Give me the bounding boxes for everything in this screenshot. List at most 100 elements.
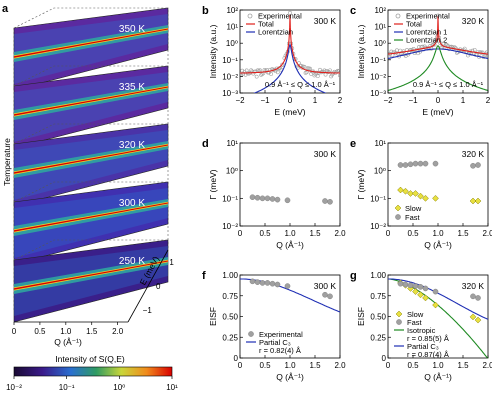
e-tick-label: 0: [156, 282, 161, 291]
legend-marker: [248, 331, 254, 337]
legend-marker: [395, 13, 401, 19]
legend-note: r = 0.87(4) Å: [407, 350, 449, 359]
x-tick-label: 0: [386, 361, 391, 370]
colorbar-tick-label: 10⁻¹: [59, 383, 75, 392]
y-tick-label: 10⁰: [374, 167, 386, 176]
experimental-point: [249, 68, 254, 73]
temperature-label: 250 K: [119, 256, 145, 267]
x-tick-label: 1: [313, 96, 318, 105]
heatmap-sheet: 300 K: [13, 181, 169, 265]
y-tick-label: 0.25: [222, 333, 238, 342]
x-tick-label: 1.0: [432, 361, 444, 370]
experimental-point: [486, 55, 488, 59]
total-curve: [388, 16, 488, 55]
fast-point: [412, 160, 419, 167]
x-tick-label: 1.5: [309, 361, 321, 370]
q-axis-label: Q (Å⁻¹): [54, 337, 82, 347]
x-tick-label: 2.0: [334, 361, 346, 370]
q-tick-label: 2.0: [112, 327, 124, 336]
temperature-label: 350 K: [119, 24, 145, 35]
y-tick-label: 10¹: [226, 139, 238, 148]
eisf-point: [432, 288, 439, 295]
y-tick-label: 0.75: [222, 292, 238, 301]
heatmap-sheet-bg: [13, 65, 169, 149]
slow-point: [397, 186, 404, 194]
legend-label: Experimental: [258, 12, 302, 21]
x-tick-label: 0: [288, 96, 293, 105]
slow-point: [417, 192, 424, 200]
plot-area: [388, 13, 488, 92]
q-tick-label: 0: [12, 327, 17, 336]
experimental-point: [275, 70, 280, 75]
y-axis-label: Intensity (a.u.): [208, 24, 218, 78]
eisf-point: [475, 295, 481, 301]
temperature-label: 300 K: [314, 281, 337, 291]
fast-point: [259, 195, 266, 202]
x-tick-label: 2.0: [482, 229, 492, 238]
x-tick-label: 1.0: [284, 361, 296, 370]
temperature-label: 320 K: [462, 16, 485, 26]
fast-point: [402, 162, 409, 168]
temperature-label: 300 K: [314, 149, 337, 159]
x-axis-label: E (meV): [422, 107, 453, 117]
legend-label: Lorentzian: [258, 28, 293, 37]
x-axis-label: E (meV): [274, 107, 305, 117]
x-tick-label: 2.0: [482, 361, 492, 370]
eisf-point: [422, 285, 429, 292]
y-tick-label: 0.75: [370, 292, 386, 301]
eisf-point: [254, 279, 261, 285]
x-axis-label: Q (Å⁻¹): [276, 372, 304, 382]
heatmap-sheet-bg: [13, 181, 169, 265]
temperature-label: 335 K: [119, 82, 145, 93]
temperature-label: 320 K: [462, 149, 485, 159]
x-axis-label: Q (Å⁻¹): [424, 372, 452, 382]
y-tick-label: 10²: [226, 6, 238, 15]
legend-marker: [395, 310, 403, 318]
y-axis-label: Intensity (a.u.): [356, 24, 366, 78]
legend-marker: [247, 13, 253, 19]
fast-point: [407, 161, 414, 168]
y-tick-label: 1.00: [370, 271, 386, 280]
x-tick-label: 0.5: [259, 229, 271, 238]
fast-point: [470, 162, 476, 169]
x-tick-label: 1.0: [284, 229, 296, 238]
slow-point: [432, 194, 439, 202]
experimental-point: [328, 68, 332, 73]
temperature-axis-label: Temperature: [2, 138, 12, 186]
legend-label: Fast: [407, 318, 423, 327]
eisf-point: [327, 293, 333, 300]
x-tick-label: −2: [383, 96, 393, 105]
elastic-line-core: [14, 144, 168, 174]
experimental-point: [304, 70, 309, 75]
panel-f: f 0 0.5 1.0 1.5 2.0 0 0.25 0.50 0.75 1.00 Q (Å⁻¹) EI…: [202, 270, 346, 382]
legend-label: Slow: [407, 310, 424, 319]
x-tick-label: 1: [461, 96, 466, 105]
fast-point: [274, 196, 281, 203]
panel-d: d 0 0.5 1.0 1.5 2.0 10⁻² 10⁻¹ 10⁰ 10¹ Q (Å⁻¹) Γ (me…: [202, 138, 346, 250]
x-tick-label: 0.5: [407, 229, 419, 238]
x-axis-label: Q (Å⁻¹): [276, 240, 304, 250]
legend-label: Partial C₃: [407, 342, 439, 351]
y-tick-label: 10¹: [374, 23, 386, 32]
temperature-label: 300 K: [314, 16, 337, 26]
y-axis-label: EISF: [356, 307, 366, 326]
eisf-point: [249, 278, 256, 285]
partial-c3-curve: [388, 278, 489, 320]
fast-point: [327, 198, 333, 205]
heatmap-haze: [14, 72, 168, 142]
y-axis-label: Γ (meV): [356, 169, 366, 199]
eisf-point: [412, 283, 419, 289]
slow-point: [432, 301, 439, 309]
colorbar-tick-label: 10⁰: [113, 383, 125, 392]
fast-point: [264, 195, 271, 202]
y-tick-label: 0: [234, 354, 239, 363]
slow-point: [469, 197, 477, 205]
x-tick-label: 1.5: [457, 361, 469, 370]
x-tick-label: 0: [436, 96, 441, 105]
x-axis-label: Q (Å⁻¹): [424, 240, 452, 250]
y-axis-label: Γ (meV): [208, 169, 218, 199]
elastic-line-core: [14, 260, 168, 290]
heatmap-sheet: 350 K: [13, 7, 169, 91]
